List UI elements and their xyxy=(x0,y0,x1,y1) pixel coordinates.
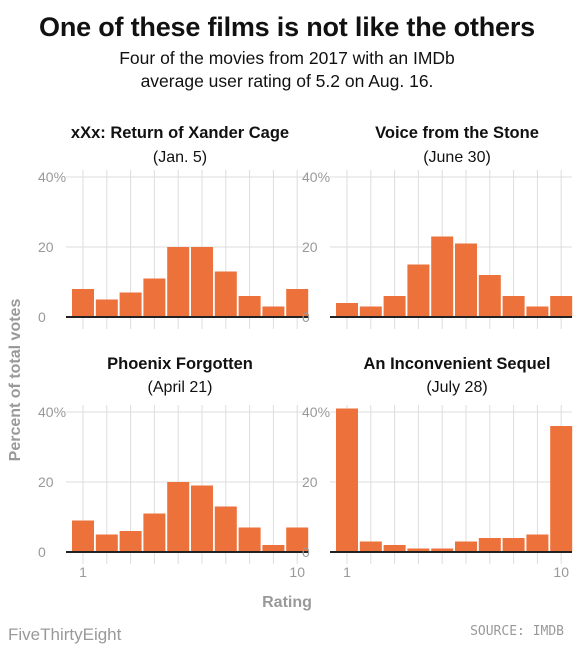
bar xyxy=(407,264,430,317)
panel-title: Voice from the Stone xyxy=(375,124,539,142)
bar xyxy=(383,545,406,552)
y-tick-label: 20 xyxy=(302,239,318,255)
bar xyxy=(478,538,501,552)
brand-logo: FiveThirtyEight xyxy=(8,625,122,644)
bar xyxy=(407,548,430,552)
bar xyxy=(95,299,118,317)
bar xyxy=(526,534,549,552)
bar xyxy=(478,275,501,317)
panel-title: Phoenix Forgotten xyxy=(107,355,253,373)
bar xyxy=(72,289,94,317)
y-tick-label: 0 xyxy=(38,309,46,325)
bar xyxy=(455,243,477,317)
bar xyxy=(143,278,166,317)
bar xyxy=(502,538,525,552)
bar xyxy=(286,289,309,317)
bar xyxy=(95,534,118,552)
chart-title: One of these films is not like the other… xyxy=(39,12,535,42)
subtitle-line-1: Four of the movies from 2017 with an IMD… xyxy=(119,48,455,68)
y-tick-label: 20 xyxy=(302,474,318,490)
bar xyxy=(550,426,573,552)
subtitle-line-2: average user rating of 5.2 on Aug. 16. xyxy=(140,71,434,91)
x-axis-label: Rating xyxy=(262,594,312,611)
bar xyxy=(214,506,237,552)
panel-subtitle: (July 28) xyxy=(426,379,487,396)
y-tick-label: 40% xyxy=(302,169,330,185)
source-note: SOURCE: IMDB xyxy=(470,624,564,639)
bar xyxy=(359,306,382,317)
y-axis-label: Percent of total votes xyxy=(7,298,24,462)
panel-subtitle: (June 30) xyxy=(423,149,491,166)
y-tick-label: 40% xyxy=(302,404,330,420)
bar xyxy=(262,545,285,552)
x-tick-label: 1 xyxy=(343,564,351,580)
bar xyxy=(502,296,525,317)
bar xyxy=(359,541,382,552)
bar xyxy=(143,513,166,552)
bar xyxy=(262,306,285,317)
x-tick-label: 1 xyxy=(79,564,87,580)
y-tick-label: 40% xyxy=(38,169,66,185)
y-tick-label: 20 xyxy=(38,239,54,255)
y-tick-label: 20 xyxy=(38,474,54,490)
bar xyxy=(238,527,261,552)
bar xyxy=(431,548,454,552)
panel-subtitle: (Jan. 5) xyxy=(153,149,207,166)
bar xyxy=(238,296,261,317)
bar xyxy=(455,541,477,552)
panel-subtitle: (April 21) xyxy=(148,379,213,396)
bar xyxy=(191,485,213,552)
bar xyxy=(72,520,94,552)
bar xyxy=(383,296,406,317)
y-tick-label: 0 xyxy=(302,544,310,560)
bar xyxy=(431,236,454,317)
bar xyxy=(214,271,237,317)
bar xyxy=(167,482,190,552)
x-tick-label: 10 xyxy=(289,564,305,580)
bar xyxy=(336,408,358,552)
bar xyxy=(167,247,190,317)
y-tick-label: 40% xyxy=(38,404,66,420)
x-tick-label: 10 xyxy=(553,564,569,580)
panel-title: xXx: Return of Xander Cage xyxy=(71,124,289,142)
panel-title: An Inconvenient Sequel xyxy=(363,355,550,373)
y-tick-label: 0 xyxy=(38,544,46,560)
bar xyxy=(191,247,213,317)
bar xyxy=(550,296,573,317)
bar xyxy=(119,531,142,552)
y-tick-label: 0 xyxy=(302,309,310,325)
bar xyxy=(526,306,549,317)
chart-subtitle: Four of the movies from 2017 with an IMD… xyxy=(77,47,497,93)
bar xyxy=(119,292,142,317)
bar xyxy=(336,303,358,317)
bar xyxy=(286,527,309,552)
